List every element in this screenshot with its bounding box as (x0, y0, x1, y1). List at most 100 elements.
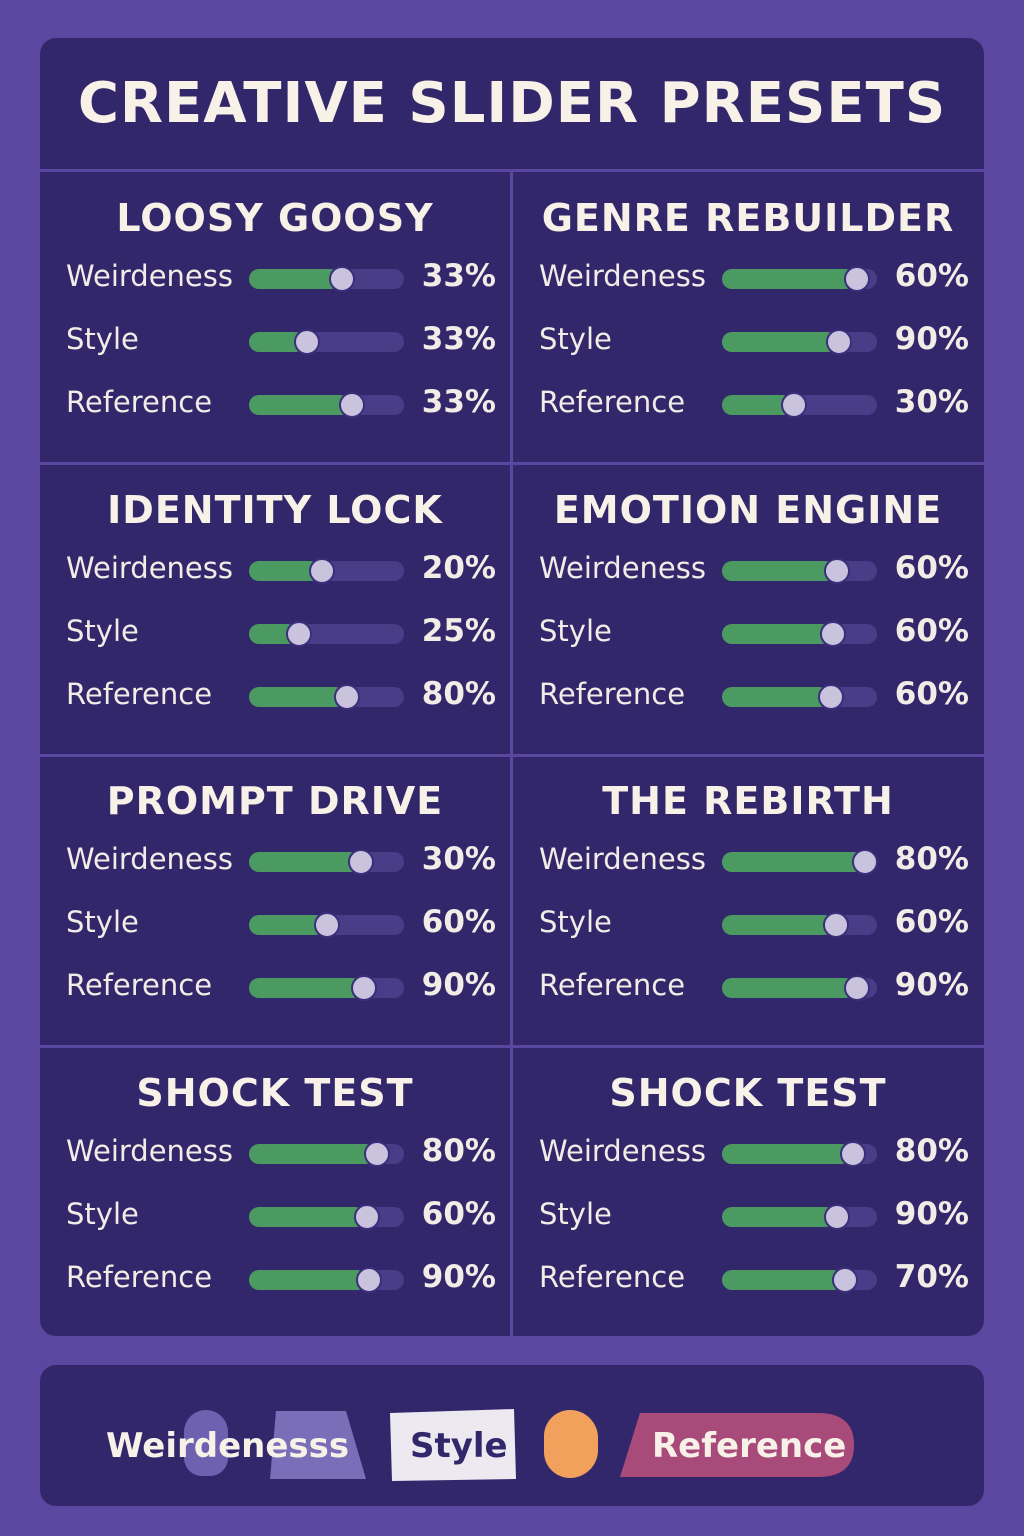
slider-row: Style 90% (539, 1194, 969, 1234)
slider-row: Reference 33% (66, 382, 496, 422)
slider-knob[interactable] (780, 392, 807, 418)
slider-value: 80% (421, 1132, 496, 1169)
slider-track[interactable] (249, 683, 404, 710)
slider-label: Reference (66, 1259, 213, 1294)
slider-knob[interactable] (338, 392, 365, 418)
slider-knob[interactable] (348, 849, 375, 875)
preset-title: GENRE REBUILDER (541, 196, 955, 240)
slider-value: 90% (894, 1195, 969, 1232)
slider-fill (722, 1143, 851, 1164)
slider-track[interactable] (722, 1266, 877, 1293)
slider-track[interactable] (249, 557, 404, 584)
slider-fill (722, 1206, 836, 1227)
preset-card: GENRE REBUILDER Weirdeness 60% Style 90% Refe… (513, 172, 983, 460)
slider-label: Style (66, 613, 139, 648)
slider-track[interactable] (249, 912, 404, 938)
slider-knob[interactable] (293, 329, 320, 355)
slider-fill (249, 332, 305, 352)
legend-reference-label: Reference (652, 1426, 847, 1466)
slider-track[interactable] (249, 1266, 404, 1293)
slider-fill (722, 1269, 843, 1290)
slider-track[interactable] (722, 392, 877, 418)
slider-label: Weirdeness (66, 550, 233, 585)
row-divider (40, 1045, 984, 1048)
slider-knob[interactable] (824, 557, 851, 584)
slider-row: Weirdeness 60% (539, 256, 969, 296)
slider-value: 60% (894, 904, 969, 940)
slider-track[interactable] (722, 683, 877, 710)
slider-track[interactable] (249, 1140, 404, 1167)
slider-track[interactable] (722, 557, 877, 584)
slider-row: Style 60% (539, 902, 969, 942)
slider-knob[interactable] (351, 975, 378, 1001)
slider-track[interactable] (249, 1203, 404, 1230)
slider-fill (722, 395, 792, 415)
slider-track[interactable] (722, 912, 877, 938)
slider-knob[interactable] (852, 849, 879, 875)
slider-fill (722, 269, 856, 289)
slider-knob[interactable] (822, 912, 849, 938)
slider-track[interactable] (722, 620, 877, 647)
slider-row: Weirdeness 20% (66, 548, 496, 588)
slider-knob[interactable] (824, 1203, 851, 1230)
slider-knob[interactable] (354, 1203, 381, 1230)
preset-title: PROMPT DRIVE (106, 779, 444, 823)
slider-label: Style (66, 1196, 139, 1231)
preset-title: THE REBIRTH (602, 779, 894, 823)
slider-label: Style (66, 905, 139, 939)
slider-knob[interactable] (844, 975, 871, 1001)
slider-label: Style (539, 322, 612, 356)
preset-title: IDENTITY LOCK (107, 487, 443, 532)
slider-value: 80% (421, 675, 496, 712)
slider-label: Reference (539, 385, 686, 419)
slider-value: 20% (421, 549, 496, 586)
slider-track[interactable] (249, 620, 404, 647)
slider-knob[interactable] (817, 683, 844, 710)
slider-value: 90% (894, 321, 969, 357)
slider-knob[interactable] (839, 1140, 866, 1167)
slider-row: Reference 90% (66, 965, 496, 1005)
slider-knob[interactable] (286, 620, 313, 647)
slider-track[interactable] (722, 1203, 877, 1230)
slider-track[interactable] (249, 849, 404, 875)
slider-track[interactable] (249, 329, 404, 355)
slider-row: Reference 70% (539, 1257, 969, 1297)
slider-fill (249, 686, 346, 707)
slider-knob[interactable] (825, 329, 852, 355)
slider-knob[interactable] (819, 620, 846, 647)
slider-knob[interactable] (363, 1140, 390, 1167)
slider-knob[interactable] (334, 683, 361, 710)
slider-value: 80% (894, 841, 969, 877)
slider-label: Reference (539, 676, 686, 711)
slider-fill (722, 332, 837, 352)
slider-knob[interactable] (309, 557, 336, 584)
slider-row: Style 33% (66, 319, 496, 359)
slider-value: 90% (421, 967, 496, 1003)
row-divider (40, 753, 984, 757)
slider-label: Reference (66, 385, 213, 419)
slider-knob[interactable] (355, 1266, 382, 1293)
slider-track[interactable] (722, 329, 877, 355)
slider-knob[interactable] (329, 266, 356, 292)
slider-track[interactable] (249, 266, 404, 292)
slider-track[interactable] (722, 975, 877, 1001)
slider-knob[interactable] (844, 266, 871, 292)
slider-row: Reference 80% (66, 674, 496, 714)
preset-title: SHOCK TEST (609, 1070, 887, 1115)
slider-track[interactable] (722, 1140, 877, 1167)
slider-track[interactable] (722, 266, 877, 292)
slider-fill (249, 978, 363, 998)
slider-track[interactable] (722, 849, 879, 875)
slider-value: 90% (894, 967, 969, 1003)
slider-value: 70% (894, 1258, 969, 1295)
slider-fill (249, 1143, 375, 1164)
slider-fill (249, 852, 360, 872)
slider-label: Reference (66, 968, 213, 1002)
slider-value: 25% (421, 612, 496, 649)
preset-card: EMOTION ENGINE Weirdeness 60% Style 60% Refer… (513, 464, 983, 752)
slider-knob[interactable] (831, 1266, 858, 1293)
slider-track[interactable] (249, 392, 404, 418)
slider-track[interactable] (249, 975, 404, 1001)
slider-label: Weirdeness (66, 842, 233, 876)
slider-knob[interactable] (313, 912, 340, 938)
